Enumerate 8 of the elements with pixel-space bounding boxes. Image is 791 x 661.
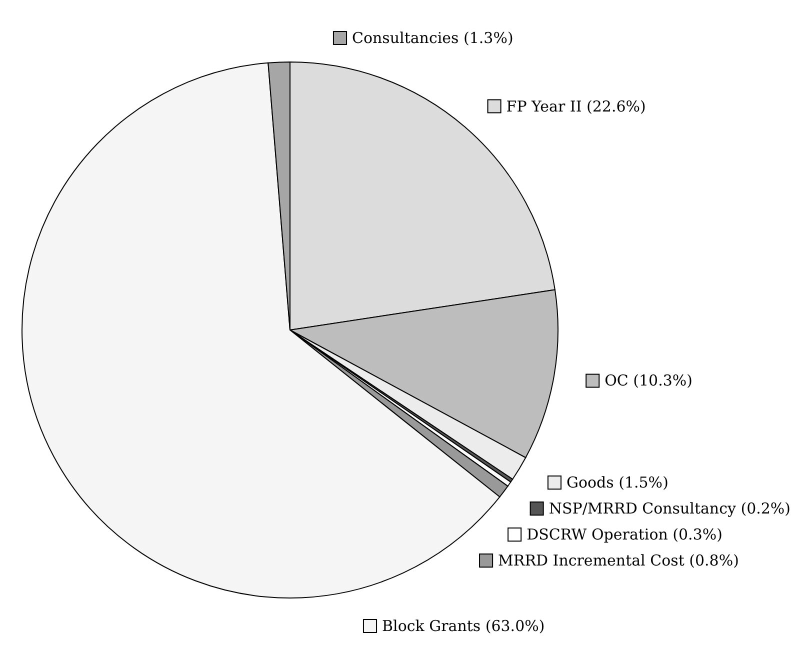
legend-label: DSCRW Operation (0.3%) (526, 526, 722, 544)
legend-label: MRRD Incremental Cost (0.8%) (498, 552, 739, 570)
legend-label: NSP/MRRD Consultancy (0.2%) (548, 500, 791, 518)
legend-label: Consultancies (1.3%) (352, 29, 514, 47)
legend-label: OC (10.3%) (604, 372, 693, 390)
legend-label: Block Grants (63.0%) (382, 617, 545, 635)
legend-label: Goods (1.5%) (566, 474, 668, 492)
legend-label: FP Year II (22.6%) (506, 97, 646, 116)
